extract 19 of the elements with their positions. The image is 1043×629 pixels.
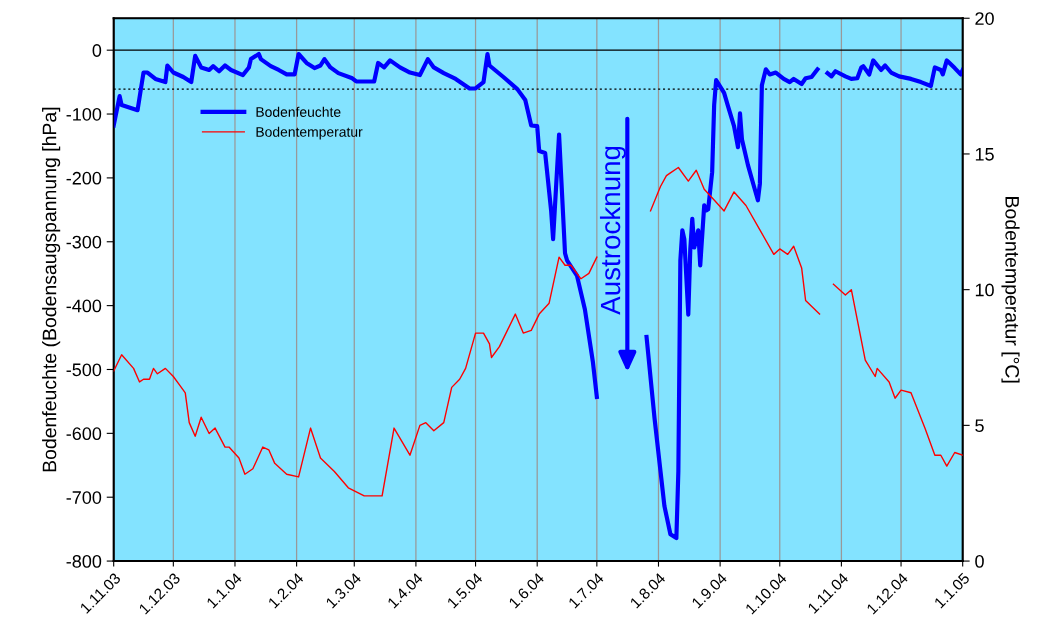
- y2-tick-label: 20: [975, 12, 994, 25]
- y2-tick-label: 0: [975, 555, 984, 568]
- y-tick-label: -200: [66, 171, 102, 185]
- y-tick-label: -400: [66, 299, 102, 313]
- y-tick-label: -300: [66, 235, 102, 249]
- y2-tick-label: 15: [975, 148, 994, 161]
- y-tick-label: -500: [66, 363, 102, 377]
- y2-axis-title: Bodentemperatur [°C]: [1001, 197, 1020, 383]
- legend-label: Bodenfeuchte: [256, 106, 341, 117]
- y-tick-label: -800: [66, 555, 102, 568]
- y-tick-label: 0: [92, 44, 102, 57]
- annotation: Austrocknung: [599, 146, 626, 315]
- y-tick-label: -100: [66, 107, 102, 121]
- y-tick-label: -600: [66, 427, 102, 441]
- y2-tick-label: 10: [975, 283, 994, 297]
- legend-label: Bodentemperatur: [256, 126, 363, 140]
- y-tick-label: -700: [66, 491, 102, 504]
- y2-tick-label: 5: [975, 419, 984, 433]
- y-axis-title: Bodenfeuchte (Bodensaugspannung [hPa]: [42, 107, 61, 472]
